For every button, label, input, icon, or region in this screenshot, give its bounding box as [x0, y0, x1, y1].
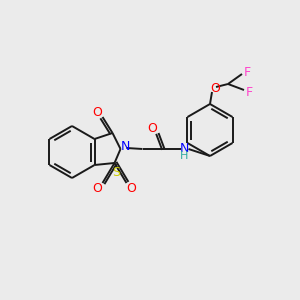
Text: O: O — [148, 122, 158, 134]
Text: H: H — [180, 151, 189, 161]
Text: O: O — [210, 82, 220, 94]
Text: F: F — [243, 65, 250, 79]
Text: O: O — [93, 182, 103, 194]
Text: O: O — [93, 106, 103, 118]
Text: N: N — [121, 140, 130, 154]
Text: N: N — [180, 142, 189, 154]
Text: S: S — [112, 167, 121, 179]
Text: O: O — [127, 182, 136, 194]
Text: F: F — [245, 85, 253, 98]
